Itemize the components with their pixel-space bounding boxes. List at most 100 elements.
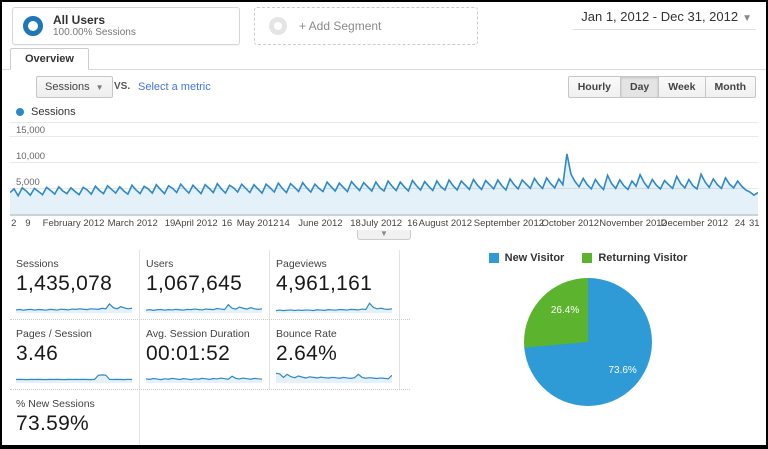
visitor-type-pie-chart[interactable]: 26.4% 73.6%: [524, 278, 652, 406]
segment-all-users[interactable]: All Users 100.00% Sessions: [12, 7, 240, 45]
timeline-expander-handle[interactable]: ▼: [357, 230, 411, 240]
vs-label: VS.: [114, 81, 131, 92]
overview-summary: Sessions 1,435,078 Users 1,067,645 Pagev…: [2, 250, 766, 445]
metric-label: Sessions: [16, 258, 59, 270]
add-segment-button[interactable]: + Add Segment: [254, 7, 478, 45]
metric-selector-dropdown[interactable]: Sessions ▼: [36, 76, 113, 98]
metric-sessions[interactable]: Sessions 1,435,078: [10, 250, 140, 319]
granularity-day-button[interactable]: Day: [620, 76, 660, 98]
pie-legend: New Visitor Returning Visitor: [410, 252, 766, 264]
metric-pct-new-sessions[interactable]: % New Sessions 73.59%: [10, 390, 140, 445]
pct-new-sessions-sparkline: [16, 439, 132, 445]
chevron-down-icon: ▼: [380, 229, 388, 238]
granularity-week-button[interactable]: Week: [659, 76, 706, 98]
add-segment-label: + Add Segment: [299, 19, 382, 33]
date-range-text: Jan 1, 2012 - Dec 31, 2012: [581, 9, 739, 24]
metric-label: Users: [146, 258, 174, 270]
metric-label: Pageviews: [276, 258, 327, 270]
granularity-hourly-button[interactable]: Hourly: [567, 76, 621, 98]
visitor-type-panel: New Visitor Returning Visitor 26.4% 73.6…: [410, 250, 766, 445]
metric-bounce-rate[interactable]: Bounce Rate 2.64%: [270, 320, 400, 389]
x-axis-label: 2: [11, 218, 17, 229]
segment-ring-icon: [269, 17, 287, 35]
series-label: Sessions: [31, 106, 76, 118]
x-axis-label: 18: [350, 218, 361, 229]
metric-selector-label: Sessions: [45, 81, 90, 93]
pie-slice-label-returning: 26.4%: [550, 304, 580, 316]
x-axis-label: September 2012: [473, 218, 545, 229]
x-axis-label: May 2012: [236, 218, 279, 229]
x-axis-label: December 2012: [660, 218, 729, 229]
y-tick-label: 5,000: [16, 176, 40, 188]
x-axis-label: October 2012: [541, 218, 600, 229]
metric-cards: Sessions 1,435,078 Users 1,067,645 Pagev…: [10, 250, 410, 445]
legend-label: New Visitor: [504, 252, 565, 264]
y-tick-label: 10,000: [16, 150, 46, 162]
tab-row: Overview: [2, 48, 766, 70]
metric-value: 73.59%: [16, 412, 90, 435]
x-axis-label: November 2012: [599, 218, 667, 229]
sessions-line-series: [10, 123, 758, 214]
legend-returning-visitor: Returning Visitor: [582, 252, 687, 264]
metric-label: Bounce Rate: [276, 328, 337, 340]
granularity-month-button[interactable]: Month: [705, 76, 756, 98]
avg-session-duration-sparkline: [146, 369, 262, 383]
returning-visitor-swatch-icon: [582, 253, 593, 263]
metric-pages-per-session[interactable]: Pages / Session 3.46: [10, 320, 140, 389]
metric-value: 2.64%: [276, 342, 338, 365]
select-metric-link[interactable]: Select a metric: [138, 81, 211, 93]
chart-controls: Sessions ▼ VS. Select a metric Hourly Day…: [2, 70, 766, 104]
new-visitor-swatch-icon: [488, 253, 499, 263]
chevron-down-icon: ▼: [742, 13, 752, 24]
x-axis-label: 31: [748, 218, 760, 229]
metric-users[interactable]: Users 1,067,645: [140, 250, 270, 319]
gridline-10000: 10,000: [10, 151, 758, 163]
chevron-down-icon: ▼: [95, 83, 104, 92]
x-axis-label: 16: [221, 218, 233, 229]
metric-avg-session-duration[interactable]: Avg. Session Duration 00:01:52: [140, 320, 270, 389]
gridline-15000: 15,000: [10, 125, 758, 137]
metric-value: 1,435,078: [16, 272, 113, 295]
sessions-sparkline: [16, 299, 132, 313]
series-dot-icon: [16, 108, 24, 116]
metric-value: 00:01:52: [146, 342, 231, 365]
segment-subtitle: 100.00% Sessions: [53, 27, 136, 38]
x-axis-label: February 2012: [42, 218, 105, 229]
metric-value: 1,067,645: [146, 272, 243, 295]
x-axis-label: July 2012: [361, 218, 403, 229]
metric-pageviews[interactable]: Pageviews 4,961,161: [270, 250, 400, 319]
metric-value: 3.46: [16, 342, 59, 365]
date-range-selector[interactable]: Jan 1, 2012 - Dec 31, 2012 ▼: [573, 6, 756, 30]
metric-label: Pages / Session: [16, 328, 92, 340]
tab-overview[interactable]: Overview: [10, 48, 89, 70]
users-sparkline: [146, 299, 262, 313]
x-axis-label: August 2012: [418, 218, 473, 229]
pie-slice-label-new: 73.6%: [608, 365, 637, 377]
metric-row: Sessions 1,435,078 Users 1,067,645 Pagev…: [10, 250, 410, 319]
x-axis-label: March 2012: [107, 218, 158, 229]
sessions-timeline-chart: 15,000 10,000 5,000: [10, 122, 758, 216]
x-axis-label: 19: [164, 218, 176, 229]
x-axis: 2 9 February 2012 March 2012 19 April 2012 16 M…: [10, 216, 760, 230]
legend-label: Returning Visitor: [598, 252, 688, 264]
gridline-5000: 5,000: [10, 177, 758, 189]
granularity-toggle: Hourly Day Week Month: [567, 76, 756, 98]
metric-label: Avg. Session Duration: [146, 328, 250, 340]
x-axis-label: 9: [25, 218, 31, 229]
segments-bar: All Users 100.00% Sessions + Add Segment…: [2, 2, 766, 48]
chart-legend: Sessions: [2, 104, 766, 120]
metric-value: 4,961,161: [276, 272, 373, 295]
y-tick-label: 15,000: [16, 124, 46, 136]
x-axis-label: 14: [279, 218, 290, 229]
x-axis-label: 16: [407, 218, 418, 229]
segment-donut-icon: [23, 16, 43, 36]
metric-row: % New Sessions 73.59%: [10, 389, 410, 445]
metric-label: % New Sessions: [16, 398, 95, 410]
x-axis-label: June 2012: [298, 218, 343, 229]
segment-title: All Users: [53, 13, 106, 27]
pageviews-sparkline: [276, 299, 392, 313]
x-axis-label: April 2012: [174, 218, 218, 229]
legend-new-visitor: New Visitor: [488, 252, 565, 264]
x-axis-label: 24: [734, 218, 746, 229]
